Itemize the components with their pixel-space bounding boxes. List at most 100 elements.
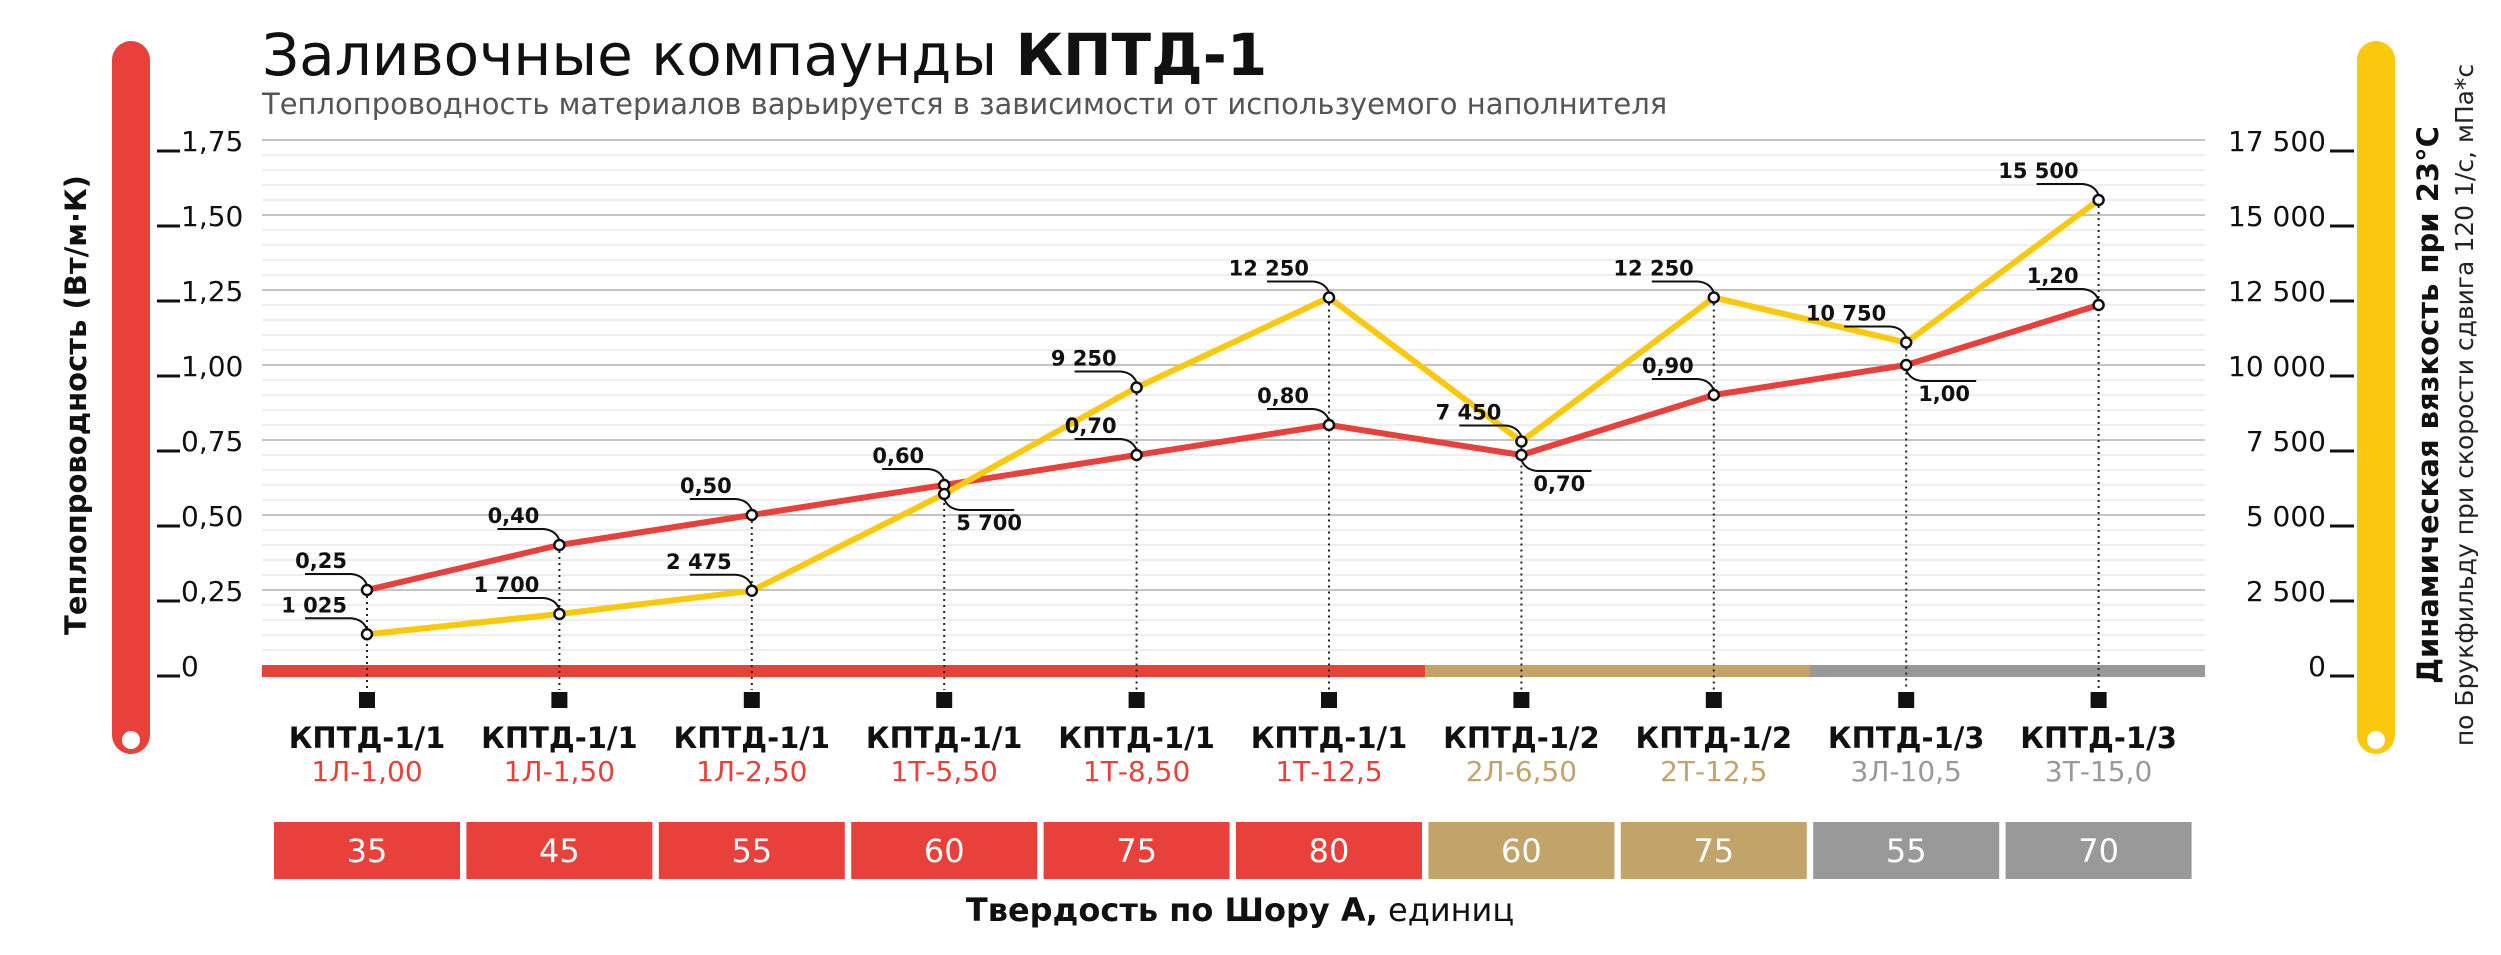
left-tick-label: 1,75 — [181, 125, 243, 158]
x-axis-label-bold: Твердость по Шору А, — [966, 891, 1378, 929]
data-label: 0,50 — [680, 474, 732, 498]
category-marker — [1128, 692, 1145, 708]
category-name: КПТД-1/1 — [674, 721, 831, 755]
left-tick-label: 0,50 — [181, 500, 243, 533]
right-axis-bar — [2357, 41, 2395, 754]
category-baseline — [262, 665, 2205, 677]
label-leader — [1651, 378, 1715, 391]
label-leader — [1905, 369, 1977, 382]
data-label: 12 250 — [1613, 257, 1693, 281]
label-leader — [1520, 459, 1592, 472]
chart-title: Заливочные компаунды КПТД-1 — [262, 21, 1267, 89]
label-leader — [1074, 438, 1138, 451]
hardness-value: 70 — [2078, 832, 2119, 870]
label-leader — [882, 468, 946, 481]
data-label: 0,70 — [1065, 414, 1117, 438]
series-line-viscosity — [366, 197, 2101, 638]
category-code: 1Т-5,50 — [891, 755, 998, 788]
category-code: 2Т-12,5 — [1660, 755, 1767, 788]
right-tick-label: 2 500 — [2246, 575, 2326, 608]
hardness-box — [658, 822, 845, 879]
hardness-box — [2005, 822, 2192, 879]
data-point — [1899, 358, 1913, 372]
data-label: 0,70 — [1533, 472, 1585, 496]
label-leader — [1267, 280, 1330, 293]
data-point — [745, 584, 759, 597]
category-name: КПТД-1/1 — [289, 721, 446, 755]
chart-subtitle: Теплопроводность материалов варьируется … — [261, 87, 1667, 121]
hardness-box — [1428, 822, 1615, 879]
data-label: 9 250 — [1051, 347, 1117, 371]
label-leader — [1459, 424, 1523, 437]
data-point — [360, 583, 374, 597]
right-axis-title: Динамическая вязкость при 23°С — [2411, 126, 2445, 684]
data-label: 2 475 — [666, 550, 732, 574]
category-marker — [1513, 692, 1530, 708]
data-label-group: 0,80 — [1257, 384, 1330, 421]
data-point — [1899, 336, 1913, 349]
category-code: 1Т-8,50 — [1083, 755, 1190, 788]
baseline-segment-gray — [1810, 665, 2205, 677]
category-name: КПТД-1/1 — [866, 721, 1023, 755]
data-label: 15 500 — [1998, 159, 2078, 183]
left-tick-label: 0,25 — [181, 575, 243, 608]
data-label: 0,25 — [295, 549, 347, 573]
data-label: 1 700 — [474, 573, 540, 597]
data-label-group: 12 250 — [1229, 257, 1330, 293]
data-label: 0,80 — [1257, 384, 1309, 408]
data-point — [1130, 381, 1143, 394]
data-label: 7 450 — [1436, 401, 1502, 425]
data-label-group: 0,90 — [1642, 354, 1715, 391]
hardness-value: 75 — [1693, 832, 1734, 870]
category-marker — [1898, 692, 1915, 708]
category-name: КПТД-1/1 — [481, 721, 638, 755]
left-tick-label: 1,25 — [181, 275, 243, 308]
hardness-value: 55 — [1886, 832, 1927, 870]
right-axis-ticks: 0 2 500 5 000 7 500 10 000 12 500 15 000 17 500 — [2228, 125, 2354, 683]
data-label-group: 1 700 — [474, 573, 561, 610]
category-marker — [2090, 692, 2107, 708]
category-labels: КПТД-1/11Л-1,00КПТД-1/11Л-1,50КПТД-1/11Л… — [289, 692, 2177, 788]
right-tick-label: 0 — [2308, 650, 2326, 683]
hardness-row: 35 45 55 60 75 80 60 75 55 70 — [274, 822, 2192, 879]
left-axis-title: Теплопроводность (Вт/м·К) — [59, 175, 93, 635]
right-tick-label: 5 000 — [2246, 500, 2326, 533]
data-label-group: 1,00 — [1905, 369, 1977, 406]
category-marker — [743, 692, 760, 708]
label-leader — [305, 617, 368, 630]
data-point — [1707, 388, 1721, 402]
category-name: КПТД-1/1 — [1251, 721, 1408, 755]
data-label-group: 0,40 — [488, 504, 561, 541]
label-leader — [1074, 370, 1138, 383]
label-leader — [689, 498, 753, 511]
category-marker — [551, 692, 568, 708]
data-point — [553, 538, 566, 552]
category-code: 3Л-10,5 — [1851, 755, 1962, 788]
category-code: 3Т-15,0 — [2045, 755, 2152, 788]
data-label-group: 15 500 — [1998, 159, 2100, 196]
data-point — [745, 508, 759, 522]
left-tick-label: 1,50 — [181, 200, 243, 233]
category-code: 2Л-6,50 — [1466, 755, 1577, 788]
data-label: 0,90 — [1642, 354, 1694, 378]
grid — [262, 139, 2205, 651]
data-points — [360, 193, 2105, 641]
x-axis-label: Твердость по Шору А, единиц — [966, 891, 1514, 929]
hardness-value: 60 — [924, 832, 965, 870]
data-label: 5 700 — [956, 511, 1022, 535]
label-leader — [2036, 288, 2100, 301]
left-axis-ticks: 0 0,25 0,50 0,75 1,00 1,25 1,50 1,75 — [157, 125, 243, 683]
left-tick-label: 0 — [181, 650, 199, 683]
data-point — [360, 628, 374, 641]
data-point — [1322, 418, 1336, 432]
data-label-group: 0,70 — [1520, 459, 1592, 496]
data-point — [553, 607, 566, 621]
right-tick-label: 10 000 — [2228, 350, 2326, 383]
right-tick-label: 7 500 — [2246, 425, 2326, 458]
hardness-box — [851, 822, 1038, 879]
data-label: 1,20 — [2027, 264, 2079, 288]
right-tick-label: 17 500 — [2228, 125, 2326, 158]
series-line-conductivity — [366, 302, 2100, 593]
category-marker — [1321, 692, 1337, 708]
category-marker — [359, 692, 375, 708]
